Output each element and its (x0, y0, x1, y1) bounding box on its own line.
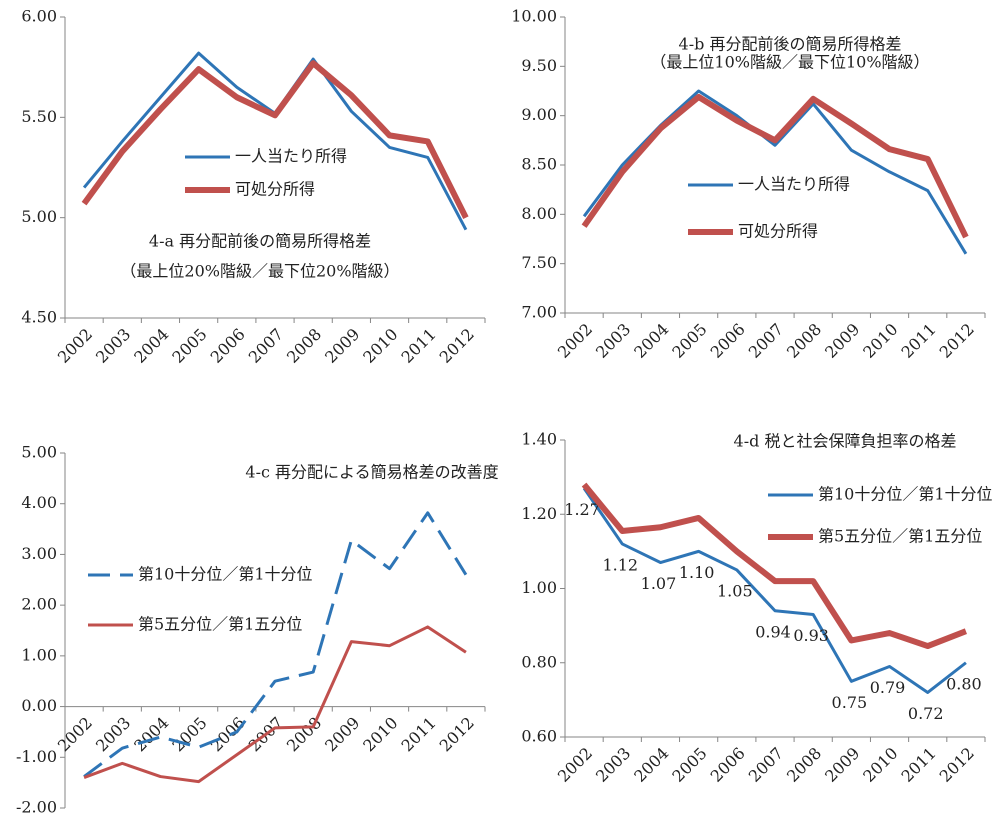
y-tick-label: 10.00 (511, 7, 557, 26)
chart-title: 4-d 税と社会保障負担率の格差 (734, 432, 957, 451)
y-tick-label: 3.00 (21, 544, 57, 563)
x-tick-label: 2007 (745, 744, 787, 786)
x-tick-label: 2003 (92, 325, 134, 367)
legend-label: 第10十分位／第1十分位 (138, 565, 313, 584)
series-line (581, 482, 967, 650)
legend-label: 第5五分位／第1五分位 (818, 527, 982, 546)
x-tick-label: 2009 (321, 713, 363, 755)
x-tick-label: 2009 (321, 325, 363, 367)
y-tick-label: 7.00 (521, 303, 557, 322)
y-tick-label: 1.00 (521, 578, 557, 597)
y-tick-label: 4.00 (21, 493, 57, 512)
x-tick-label: 2003 (92, 713, 134, 755)
y-tick-label: -1.00 (16, 747, 57, 766)
data-label: 1.07 (641, 574, 677, 593)
y-tick-label: 1.00 (21, 645, 57, 664)
y-tick-label: 9.50 (521, 56, 557, 75)
x-tick-label: 2012 (436, 713, 478, 755)
x-tick-label: 2004 (130, 325, 172, 367)
data-label: 0.93 (793, 626, 829, 645)
x-tick-label: 2010 (859, 320, 901, 362)
x-tick-label: 2003 (592, 320, 634, 362)
series-line (582, 487, 967, 694)
x-tick-label: 2005 (668, 320, 710, 362)
x-tick-label: 2005 (168, 325, 210, 367)
chart-title: 4-a 再分配前後の簡易所得格差 (149, 232, 371, 251)
y-tick-label: 5.50 (21, 107, 57, 126)
x-tick-label: 2007 (745, 320, 787, 362)
x-tick-label: 2006 (707, 320, 749, 362)
x-tick-label: 2010 (359, 325, 401, 367)
legend-label: 可処分所得 (235, 180, 315, 199)
x-tick-label: 2009 (821, 744, 863, 786)
x-tick-label: 2012 (436, 325, 478, 367)
x-tick-label: 2002 (54, 713, 96, 755)
y-tick-label: 2.00 (21, 595, 57, 614)
x-tick-label: 2002 (54, 325, 96, 367)
x-tick-label: 2012 (936, 320, 978, 362)
x-tick-label: 2002 (554, 744, 596, 786)
x-tick-label: 2010 (859, 744, 901, 786)
x-tick-label: 2011 (898, 744, 940, 786)
x-tick-label: 2005 (168, 713, 210, 755)
x-tick-label: 2008 (783, 744, 825, 786)
x-tick-label: 2011 (898, 320, 940, 362)
data-label: 1.27 (564, 500, 600, 519)
chart-subtitle: （最上位20%階級／最下位20%階級） (120, 262, 399, 281)
data-label: 1.12 (602, 555, 638, 574)
x-tick-label: 2003 (592, 744, 634, 786)
x-tick-label: 2011 (398, 713, 440, 755)
legend-label: 第10十分位／第1十分位 (818, 485, 993, 504)
chart-title: 4-b 再分配前後の簡易所得格差 (679, 35, 902, 54)
series-line (83, 511, 468, 778)
y-tick-label: 7.50 (521, 253, 557, 272)
x-tick-label: 2012 (936, 744, 978, 786)
legend-label: 一人当たり所得 (738, 175, 850, 194)
x-tick-label: 2008 (283, 325, 325, 367)
data-label: 0.75 (832, 693, 868, 712)
x-tick-label: 2008 (283, 713, 325, 755)
x-tick-label: 2002 (554, 320, 596, 362)
x-tick-label: 2006 (707, 744, 749, 786)
chart-title: 4-c 再分配による簡易格差の改善度 (245, 463, 498, 482)
y-tick-label: 0.80 (521, 652, 557, 671)
series-line (81, 60, 469, 220)
legend-label: 第5五分位／第1五分位 (138, 615, 302, 634)
y-tick-label: 1.40 (521, 430, 557, 449)
x-tick-label: 2009 (821, 320, 863, 362)
y-tick-label: 6.00 (21, 7, 57, 26)
x-tick-label: 2004 (630, 744, 672, 786)
legend-label: 可処分所得 (738, 222, 818, 241)
data-label: 0.80 (946, 674, 982, 693)
y-tick-label: 0.00 (21, 696, 57, 715)
x-tick-label: 2006 (207, 325, 249, 367)
data-label: 0.72 (908, 704, 944, 723)
y-tick-label: 0.60 (521, 727, 557, 746)
y-tick-label: 9.00 (521, 105, 557, 124)
series-line (581, 93, 969, 239)
series-line (83, 625, 467, 784)
x-tick-label: 2007 (245, 325, 287, 367)
data-label: 1.10 (679, 563, 715, 582)
x-tick-label: 2011 (398, 325, 440, 367)
y-tick-label: 4.50 (21, 308, 57, 327)
y-tick-label: 5.00 (21, 443, 57, 462)
x-tick-label: 2004 (630, 320, 672, 362)
chart-subtitle: （最上位10%階級／最下位10%階級） (650, 53, 929, 72)
y-tick-label: 5.00 (21, 207, 57, 226)
y-tick-label: 8.50 (521, 155, 557, 174)
y-tick-label: -2.00 (16, 798, 57, 817)
x-tick-label: 2008 (783, 320, 825, 362)
x-tick-label: 2010 (359, 713, 401, 755)
x-tick-label: 2005 (668, 744, 710, 786)
data-label: 0.79 (870, 678, 906, 697)
x-tick-label: 2004 (130, 713, 172, 755)
y-tick-label: 8.00 (521, 204, 557, 223)
y-tick-label: 1.20 (521, 504, 557, 523)
data-label: 1.05 (717, 581, 753, 600)
legend-label: 一人当たり所得 (235, 147, 347, 166)
data-label: 0.94 (755, 622, 791, 641)
